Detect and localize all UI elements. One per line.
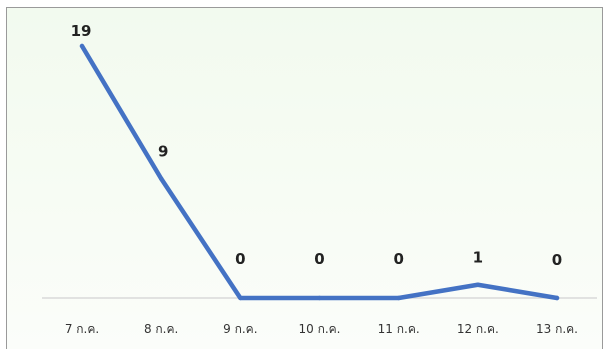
x-tick-label-5: 11 ก.ค.	[378, 322, 420, 336]
x-tick-label-3: 9 ก.ค.	[223, 322, 257, 336]
data-label-5: 0	[393, 250, 403, 268]
data-point-7	[554, 295, 560, 301]
data-point-5	[396, 295, 401, 301]
data-point-6	[475, 282, 481, 287]
x-tick-label-2: 8 ก.ค.	[144, 322, 178, 336]
data-label-6: 1	[473, 249, 483, 267]
x-tick-label-4: 10 ก.ค.	[298, 322, 340, 336]
series-layer	[79, 43, 560, 301]
data-labels: 19 9 0 0 0 1 0	[71, 22, 563, 269]
data-point-4	[317, 295, 322, 301]
x-tick-label-1: 7 ก.ค.	[65, 322, 99, 336]
data-label-7: 0	[552, 251, 562, 269]
data-label-2: 9	[158, 143, 168, 161]
data-point-1	[79, 43, 85, 49]
x-axis-tick-labels: 7 ก.ค. 8 ก.ค. 9 ก.ค. 10 ก.ค. 11 ก.ค. 12 ก.ค. 1…	[65, 322, 578, 336]
chart-card	[6, 7, 603, 349]
data-label-4: 0	[314, 250, 324, 268]
data-point-2	[158, 176, 164, 181]
data-label-1: 19	[71, 22, 92, 40]
x-tick-label-6: 12 ก.ค.	[457, 322, 499, 336]
x-tick-label-7: 13 ก.ค.	[536, 322, 578, 336]
data-point-3	[238, 295, 243, 301]
data-label-3: 0	[235, 250, 245, 268]
